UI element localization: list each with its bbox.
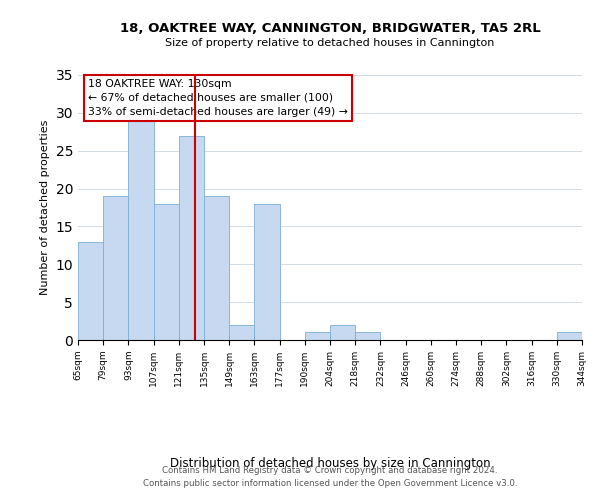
Bar	[179, 136, 204, 340]
Bar	[254, 204, 280, 340]
Bar	[305, 332, 330, 340]
Bar	[557, 332, 582, 340]
Bar	[229, 325, 254, 340]
Y-axis label: Number of detached properties: Number of detached properties	[40, 120, 50, 295]
Bar	[355, 332, 380, 340]
Bar	[128, 120, 154, 340]
Bar	[154, 204, 179, 340]
Bar	[330, 325, 355, 340]
Bar	[103, 196, 128, 340]
Bar	[204, 196, 229, 340]
Text: 18, OAKTREE WAY, CANNINGTON, BRIDGWATER, TA5 2RL: 18, OAKTREE WAY, CANNINGTON, BRIDGWATER,…	[119, 22, 541, 36]
Bar	[78, 242, 103, 340]
Text: Distribution of detached houses by size in Cannington: Distribution of detached houses by size …	[170, 458, 490, 470]
Text: Contains HM Land Registry data © Crown copyright and database right 2024.
Contai: Contains HM Land Registry data © Crown c…	[143, 466, 517, 487]
Text: 18 OAKTREE WAY: 130sqm
← 67% of detached houses are smaller (100)
33% of semi-de: 18 OAKTREE WAY: 130sqm ← 67% of detached…	[88, 79, 348, 117]
Text: Size of property relative to detached houses in Cannington: Size of property relative to detached ho…	[166, 38, 494, 48]
